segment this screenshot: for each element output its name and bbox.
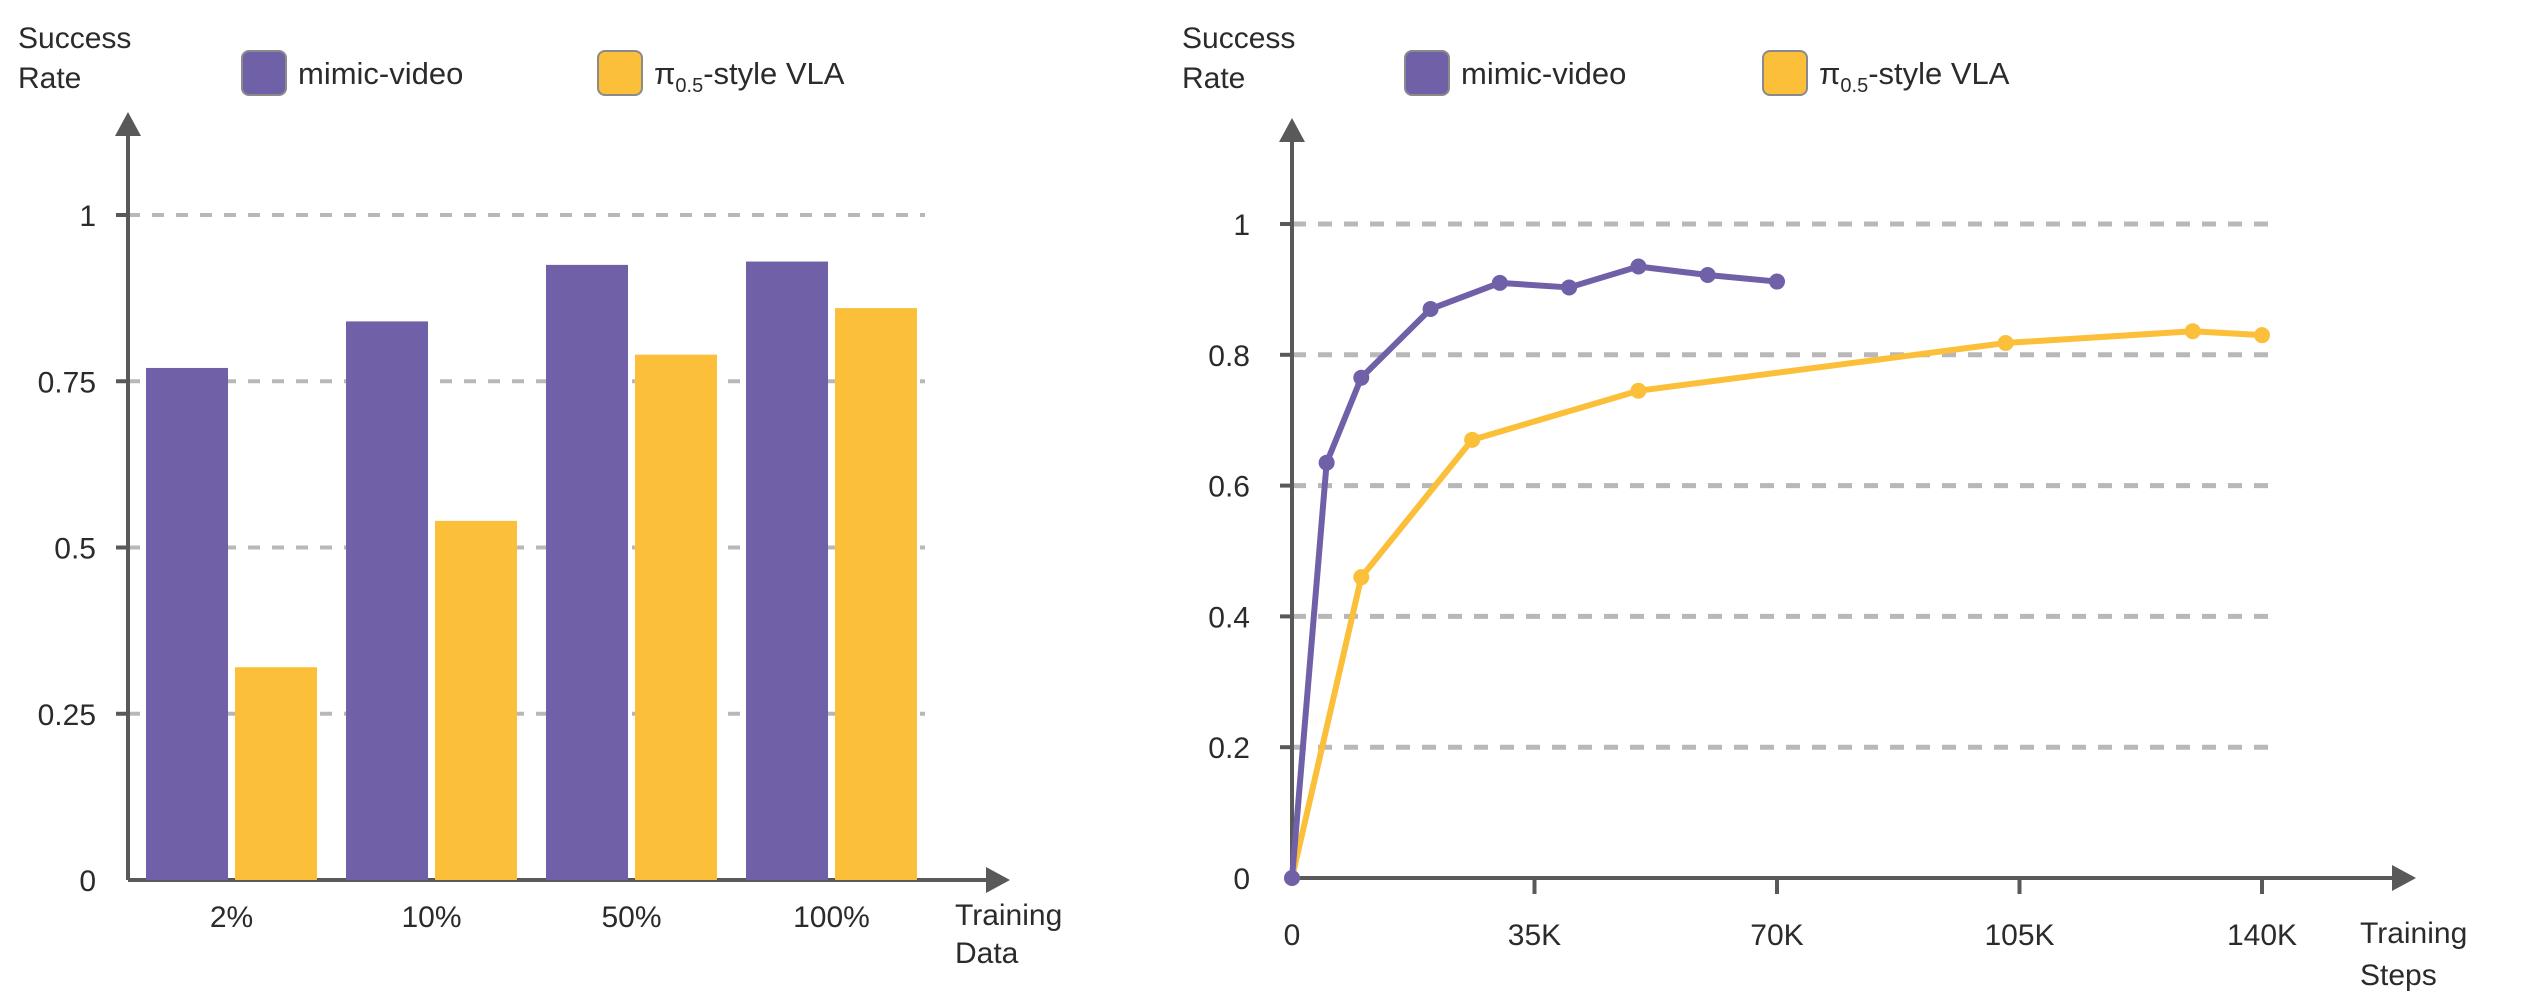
legend-vla-label: π0.5-style VLA	[654, 56, 845, 97]
bar-chart: Success Rate 0 0.25 0.5 0.75 1 2% 10% 50% 100% Trai…	[18, 22, 1062, 970]
legend-mimic-video-label: mimic-video	[298, 56, 463, 91]
y-tick-label: 0.8	[1208, 340, 1250, 373]
data-point-mimic-video-1	[1318, 454, 1335, 471]
y-axis-arrow	[1279, 118, 1305, 142]
legend-mimic-video-swatch	[1404, 50, 1450, 96]
data-point-vla-5	[2184, 323, 2201, 340]
y-tick-label: 0.2	[1208, 732, 1250, 765]
data-point-vla-6	[2254, 327, 2270, 344]
data-point-mimic-video-6	[1630, 258, 1647, 275]
x-tick-label: 2%	[210, 901, 253, 934]
bar-vla-2	[635, 354, 717, 880]
line-chart: Success Rate 0 0.2 0.4 0.6 0.8 1 0 35K 70K 105K 140K…	[1182, 22, 2467, 992]
x-tick-label: 100%	[793, 901, 870, 934]
data-point-mimic-video-3	[1422, 301, 1439, 318]
x-axis-title: Training Data	[955, 899, 1062, 970]
y-tick-label: 0	[1233, 863, 1250, 896]
y-tick-label: 1	[1233, 209, 1250, 242]
legend-vla-label: π0.5-style VLA	[1819, 56, 2010, 97]
bar-mimic-video-1	[346, 321, 428, 880]
y-tick-label: 0.5	[54, 533, 96, 566]
data-point-mimic-video-7	[1699, 267, 1716, 284]
x-tick-label: 105K	[1984, 919, 2054, 952]
x-tick-label: 10%	[401, 901, 461, 934]
data-point-mimic-video-4	[1491, 274, 1508, 291]
series-line-vla	[1289, 328, 2265, 881]
x-axis-arrow	[986, 867, 1010, 893]
bar-vla-3	[835, 308, 917, 881]
legend-vla-label-sub: 0.5	[675, 75, 703, 97]
y-tick-label: 0.75	[38, 366, 96, 399]
x-axis-title-line: Training	[2360, 917, 2467, 950]
x-axis-title: Training Steps	[2360, 917, 2467, 992]
data-point-vla-1	[1353, 569, 1370, 586]
legend-vla-label-main: π	[654, 56, 675, 91]
data-point-vla-3	[1630, 382, 1647, 399]
y-axis-title-line: Success	[1182, 22, 1295, 55]
y-tick-label: 0.4	[1208, 601, 1250, 634]
x-axis-title-line: Data	[955, 937, 1019, 970]
y-axis-title-line: Rate	[1182, 62, 1245, 95]
legend-vla-label-main: π	[1819, 56, 1840, 91]
data-point-mimic-video-8	[1769, 273, 1785, 290]
y-axis-arrow	[115, 112, 141, 136]
x-axis-title-line: Training	[955, 899, 1062, 932]
y-axis-title-line: Rate	[18, 62, 81, 95]
y-axis-title-line: Success	[18, 22, 131, 55]
y-axis-title: Success Rate	[1182, 22, 1295, 95]
y-tick-label: 1	[79, 200, 96, 233]
x-tick-label: 35K	[1508, 919, 1561, 952]
legend-mimic-video-label: mimic-video	[1461, 56, 1626, 91]
data-point-mimic-video-0	[1284, 870, 1300, 886]
y-tick-label: 0.6	[1208, 471, 1250, 504]
data-point-mimic-video-5	[1561, 279, 1578, 296]
y-tick-label: 0	[79, 865, 96, 898]
x-axis-arrow	[2392, 865, 2416, 891]
legend-vla-label-rest: -style VLA	[703, 56, 845, 91]
y-axis-title: Success Rate	[18, 22, 131, 95]
bar-mimic-video-2	[546, 264, 628, 880]
bar-mimic-video-3	[746, 261, 828, 880]
x-tick-label: 140K	[2227, 919, 2297, 952]
x-tick-label: 0	[1284, 919, 1301, 952]
legend-vla-swatch	[597, 50, 643, 96]
legend-vla-label-rest: -style VLA	[1868, 56, 2010, 91]
legend-mimic-video-swatch	[241, 50, 287, 96]
x-tick-label: 50%	[601, 901, 661, 934]
legend-vla-swatch	[1762, 50, 1808, 96]
bar-vla-1	[435, 520, 517, 880]
x-axis-title-line: Steps	[2360, 959, 2437, 992]
data-point-vla-2	[1464, 431, 1481, 448]
bar-mimic-video-0	[146, 367, 228, 880]
data-point-vla-4	[1997, 335, 2014, 352]
bar-vla-0	[235, 667, 317, 880]
x-tick-label: 70K	[1750, 919, 1803, 952]
data-point-mimic-video-2	[1353, 369, 1370, 386]
legend-vla-label-sub: 0.5	[1840, 75, 1868, 97]
y-tick-label: 0.25	[38, 699, 96, 732]
